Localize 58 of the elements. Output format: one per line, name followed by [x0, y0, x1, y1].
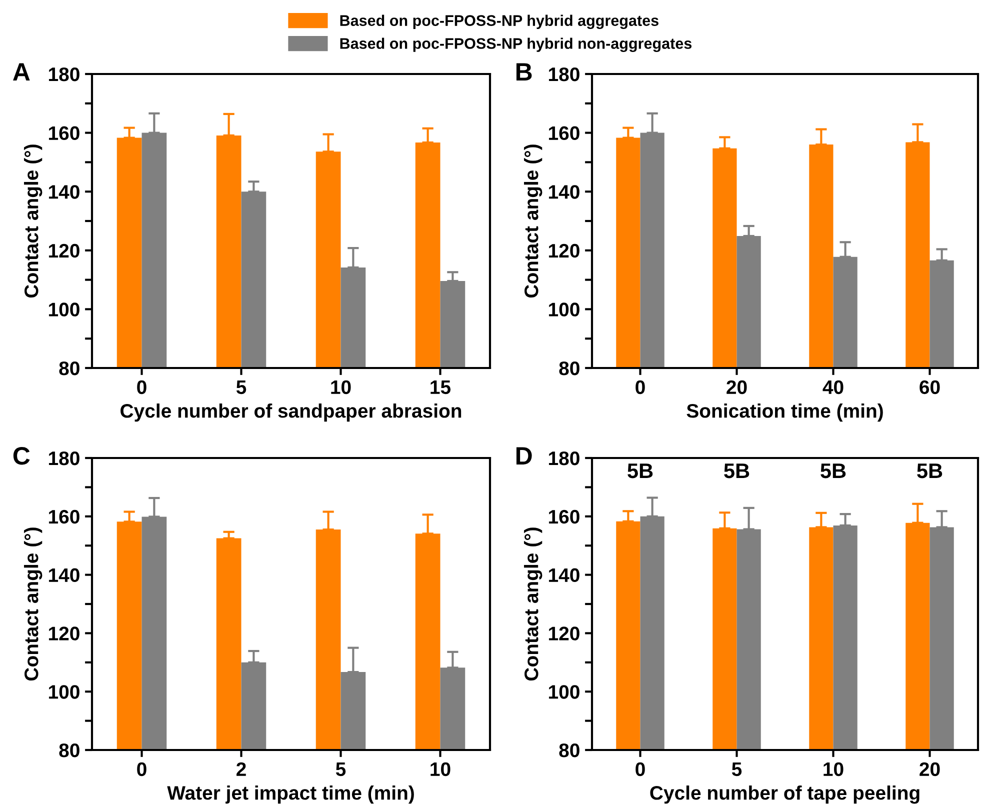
annotation: 5B [628, 464, 653, 478]
y-tick-label: 160 [48, 510, 80, 524]
y-axis-title: Contact angle (°) [24, 528, 42, 681]
x-tick-label: 15 [430, 380, 451, 394]
x-tick-label: 10 [430, 762, 450, 776]
y-tick-label: 100 [48, 685, 80, 699]
chart-title: B [516, 63, 532, 80]
x-tick-label: 0 [636, 380, 645, 394]
x-tick-label: 0 [137, 380, 146, 394]
y-tick-label: 80 [559, 743, 580, 758]
x-tick-label: 5 [732, 762, 742, 776]
y-axis-title: Contact angle (°) [524, 144, 542, 298]
y-tick-label: 80 [59, 361, 80, 376]
x-tick-label: 10 [824, 762, 844, 776]
y-tick-label: 100 [48, 302, 80, 316]
y-tick-label: 100 [548, 685, 580, 699]
x-axis-title: Water jet impact time (min) [167, 785, 414, 804]
y-tick-label: 120 [48, 244, 80, 258]
y-tick-label: 180 [48, 67, 80, 82]
y-tick-label: 140 [48, 185, 80, 199]
x-tick-label: 10 [331, 380, 351, 394]
x-tick-label: 20 [726, 380, 747, 394]
annotation: 5B [917, 464, 942, 478]
chart-title: C [13, 447, 30, 465]
y-tick-label: 100 [548, 302, 580, 316]
y-axis-title: Contact angle (°) [524, 528, 542, 681]
x-axis-title: Cycle number of tape peeling [650, 785, 920, 804]
y-tick-label: 140 [48, 568, 80, 582]
y-tick-label: 80 [559, 361, 580, 376]
y-tick-label: 140 [548, 568, 580, 582]
x-tick-label: 20 [920, 762, 940, 776]
x-axis-title: Sonication time (min) [686, 403, 883, 422]
x-tick-label: 0 [636, 762, 645, 776]
y-tick-label: 80 [59, 743, 80, 758]
chart-title: A [13, 63, 30, 80]
y-tick-label: 160 [548, 126, 580, 140]
y-tick-label: 160 [48, 126, 80, 140]
x-axis-title: Cycle number of sandpaper abrasion [120, 403, 462, 422]
y-tick-label: 180 [548, 67, 580, 82]
y-tick-label: 120 [48, 626, 80, 640]
x-tick-label: 0 [137, 762, 146, 776]
legend-label: Based on poc-FPOSS-NP hybrid non-aggregates [340, 38, 692, 52]
y-tick-label: 180 [548, 451, 580, 466]
y-axis-title: Contact angle (°) [24, 144, 42, 298]
y-tick-label: 120 [548, 626, 580, 640]
y-tick-label: 160 [548, 510, 580, 524]
y-tick-label: 140 [548, 185, 580, 199]
x-tick-label: 5 [236, 380, 246, 394]
x-tick-label: 2 [236, 762, 246, 776]
x-tick-label: 5 [336, 762, 346, 776]
x-tick-label: 40 [822, 380, 844, 394]
annotation: 5B [820, 464, 846, 478]
x-tick-label: 60 [920, 380, 940, 394]
legend-label: Based on poc-FPOSS-NP hybrid aggregates [340, 14, 658, 30]
y-tick-label: 180 [48, 451, 80, 466]
y-tick-label: 120 [548, 244, 580, 258]
annotation: 5B [724, 464, 750, 478]
chart-title: D [516, 447, 532, 464]
